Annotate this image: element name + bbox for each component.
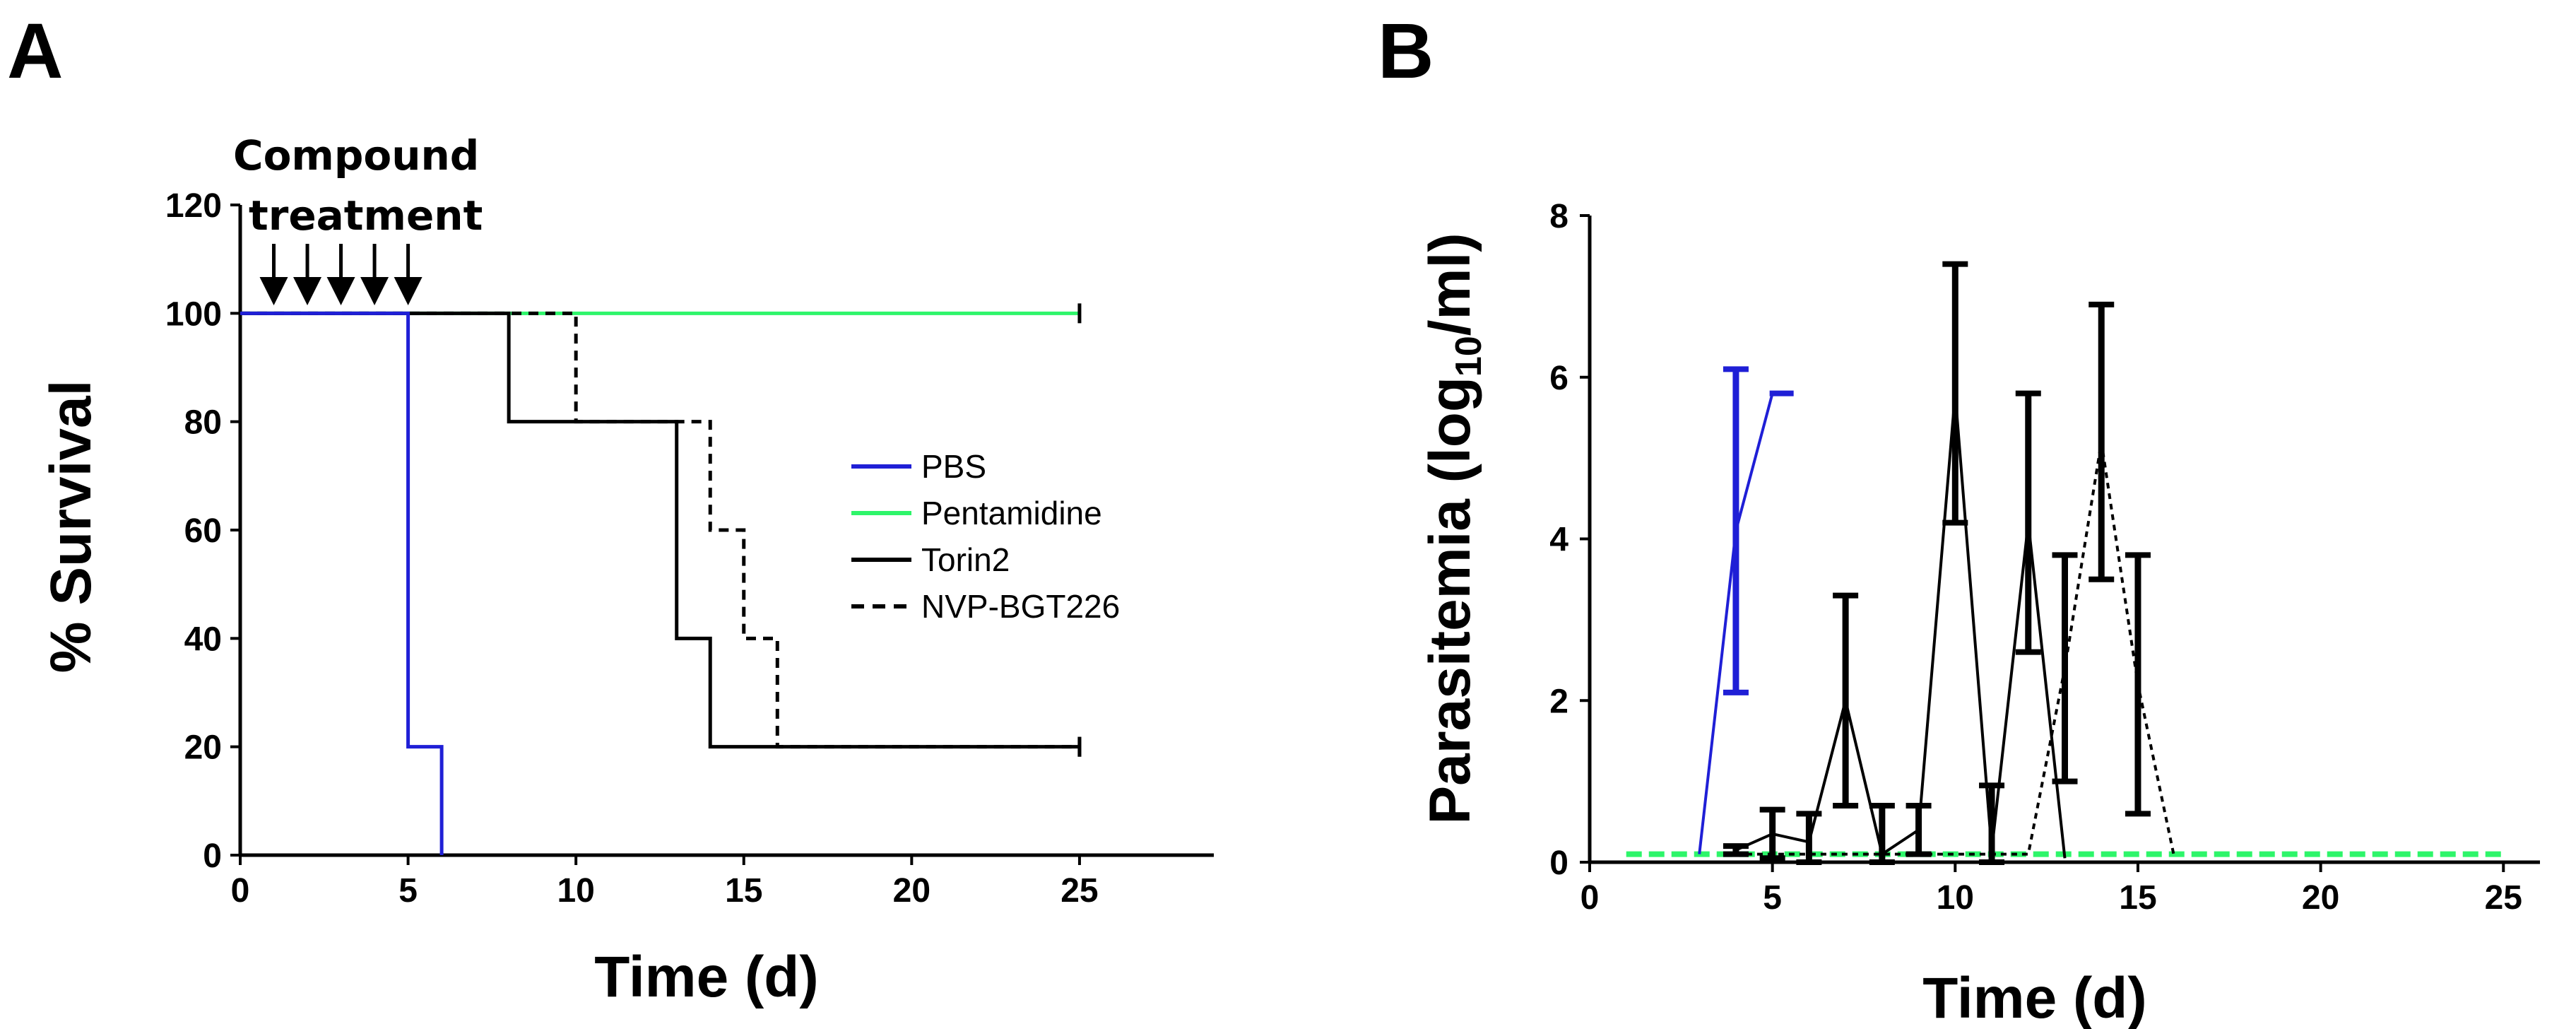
legend-label: NVP-BGT226	[921, 588, 1120, 625]
x-tick-label: 5	[398, 872, 418, 910]
y-tick-label: 20	[184, 729, 222, 767]
y-title-main: Parasitemia (log	[1418, 377, 1482, 824]
treatment-annotation: Compound treatment	[233, 131, 483, 305]
y-tick-label: 120	[165, 187, 222, 225]
arrow-down-icon	[394, 277, 423, 305]
y-tick-label: 100	[165, 295, 222, 333]
survival-line-nvp-bgt226	[240, 311, 1080, 749]
parasitemia-chart: 0 5 10 15 20 25 0 2 4 6 8 Time (d) Parasitemia (l…	[1418, 198, 2540, 1029]
survival-line-torin2	[240, 311, 1080, 749]
parasitemia-line-1	[1735, 393, 2067, 859]
annotation-line-1: Compound	[233, 131, 479, 180]
y-tick-label: 0	[1549, 845, 1568, 882]
parasitemia-series	[1626, 261, 2504, 865]
x-tick-label: 15	[725, 872, 762, 910]
x-tick-label: 5	[1763, 879, 1782, 917]
x-tick-label: 15	[2119, 879, 2156, 917]
x-tick-label: 25	[1060, 872, 1098, 910]
survival-series	[240, 303, 1082, 855]
survival-line-pbs	[240, 311, 444, 855]
annotation-line-2: treatment	[249, 192, 483, 240]
survival-x-ticks: 0 5 10 15 20 25	[231, 855, 1099, 910]
arrow-down-icon	[326, 277, 355, 305]
x-tick-label: 0	[231, 872, 250, 910]
arrow-down-icon	[293, 277, 322, 305]
x-tick-label: 20	[893, 872, 930, 910]
y-tick-label: 0	[203, 837, 222, 875]
arrow-down-icon	[259, 277, 288, 305]
y-tick-label: 2	[1549, 683, 1568, 720]
parasitemia-x-ticks: 0 5 10 15 20 25	[1581, 862, 2522, 917]
panel-b-letter: B	[1378, 8, 1434, 95]
x-tick-label: 20	[2302, 879, 2339, 917]
y-tick-label: 60	[184, 512, 222, 550]
survival-legend: PBS Pentamidine Torin2 NVP-BGT226	[851, 448, 1120, 625]
legend-label: Pentamidine	[921, 495, 1102, 531]
y-tick-label: 40	[184, 621, 222, 658]
parasitemia-x-title: Time (d)	[1922, 966, 2146, 1029]
x-tick-label: 25	[2485, 879, 2522, 917]
parasitemia-y-title: Parasitemia (log10/ml)	[1418, 233, 1489, 824]
survival-y-ticks: 0 20 40 60 80 100 120	[165, 187, 240, 875]
y-title-subscript: 10	[1448, 336, 1489, 377]
parasitemia-y-ticks: 0 2 4 6 8	[1549, 198, 1590, 882]
survival-y-title: % Survival	[39, 380, 103, 674]
x-tick-label: 10	[557, 872, 594, 910]
panel-a-letter: A	[7, 8, 63, 95]
y-tick-label: 6	[1549, 360, 1568, 397]
survival-chart: 0 5 10 15 20 25 0 20 40 60 80 100 120 Compound trea…	[39, 131, 1214, 1009]
legend-label: Torin2	[921, 541, 1010, 578]
arrow-down-icon	[360, 277, 389, 305]
y-tick-label: 4	[1549, 522, 1568, 559]
survival-x-title: Time (d)	[594, 945, 818, 1009]
y-tick-label: 8	[1549, 198, 1568, 235]
x-tick-label: 10	[1937, 879, 1974, 917]
x-tick-label: 0	[1581, 879, 1600, 917]
y-title-end: /ml)	[1418, 233, 1482, 336]
y-tick-label: 80	[184, 404, 222, 442]
legend-label: PBS	[921, 448, 986, 485]
